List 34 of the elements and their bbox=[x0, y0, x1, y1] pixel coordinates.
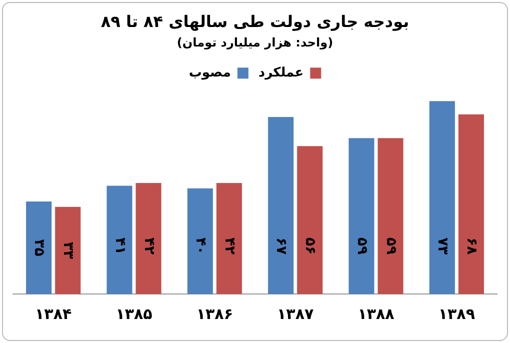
bar bbox=[268, 117, 294, 294]
data-label: ۴۰ bbox=[192, 237, 209, 255]
bar bbox=[378, 138, 404, 294]
data-label: ۴۱ bbox=[112, 237, 128, 255]
bar bbox=[297, 146, 323, 294]
x-tick-label: ۱۳۸۸ bbox=[358, 304, 394, 323]
bar bbox=[458, 114, 484, 294]
data-label: ۴۲ bbox=[140, 237, 157, 255]
data-label: ۷۳ bbox=[434, 237, 451, 255]
chart-title: بودجه جاری دولت طی سالهای ۸۴ تا ۸۹ bbox=[100, 12, 410, 31]
x-tick-label: ۱۳۸۷ bbox=[277, 304, 314, 323]
x-tick-label: ۱۳۸۵ bbox=[116, 304, 152, 323]
x-tick-label: ۱۳۸۴ bbox=[35, 304, 72, 323]
bar bbox=[26, 202, 52, 294]
data-label: ۳۵ bbox=[31, 239, 48, 257]
chart-subtitle: (واحد: هزار میلیارد تومان) bbox=[176, 36, 334, 50]
data-label: ۵۹ bbox=[354, 237, 370, 255]
data-label: ۵۶ bbox=[302, 237, 318, 255]
bar bbox=[136, 183, 162, 294]
data-label: ۵۹ bbox=[382, 237, 399, 255]
bar bbox=[187, 188, 213, 294]
data-label: ۶۷ bbox=[273, 237, 290, 255]
legend-label: مصوب bbox=[188, 65, 231, 80]
data-label: ۶۸ bbox=[464, 237, 480, 255]
bar bbox=[348, 138, 374, 294]
x-tick-label: ۱۳۸۶ bbox=[196, 304, 233, 323]
bar bbox=[429, 101, 455, 294]
legend-label: عملکرد bbox=[258, 65, 304, 80]
data-label: ۳۳ bbox=[60, 242, 76, 260]
bar bbox=[216, 183, 242, 294]
data-label: ۴۲ bbox=[222, 237, 238, 255]
bar bbox=[106, 186, 132, 294]
bar bbox=[55, 206, 81, 294]
x-tick-label: ۱۳۸۹ bbox=[438, 304, 475, 323]
